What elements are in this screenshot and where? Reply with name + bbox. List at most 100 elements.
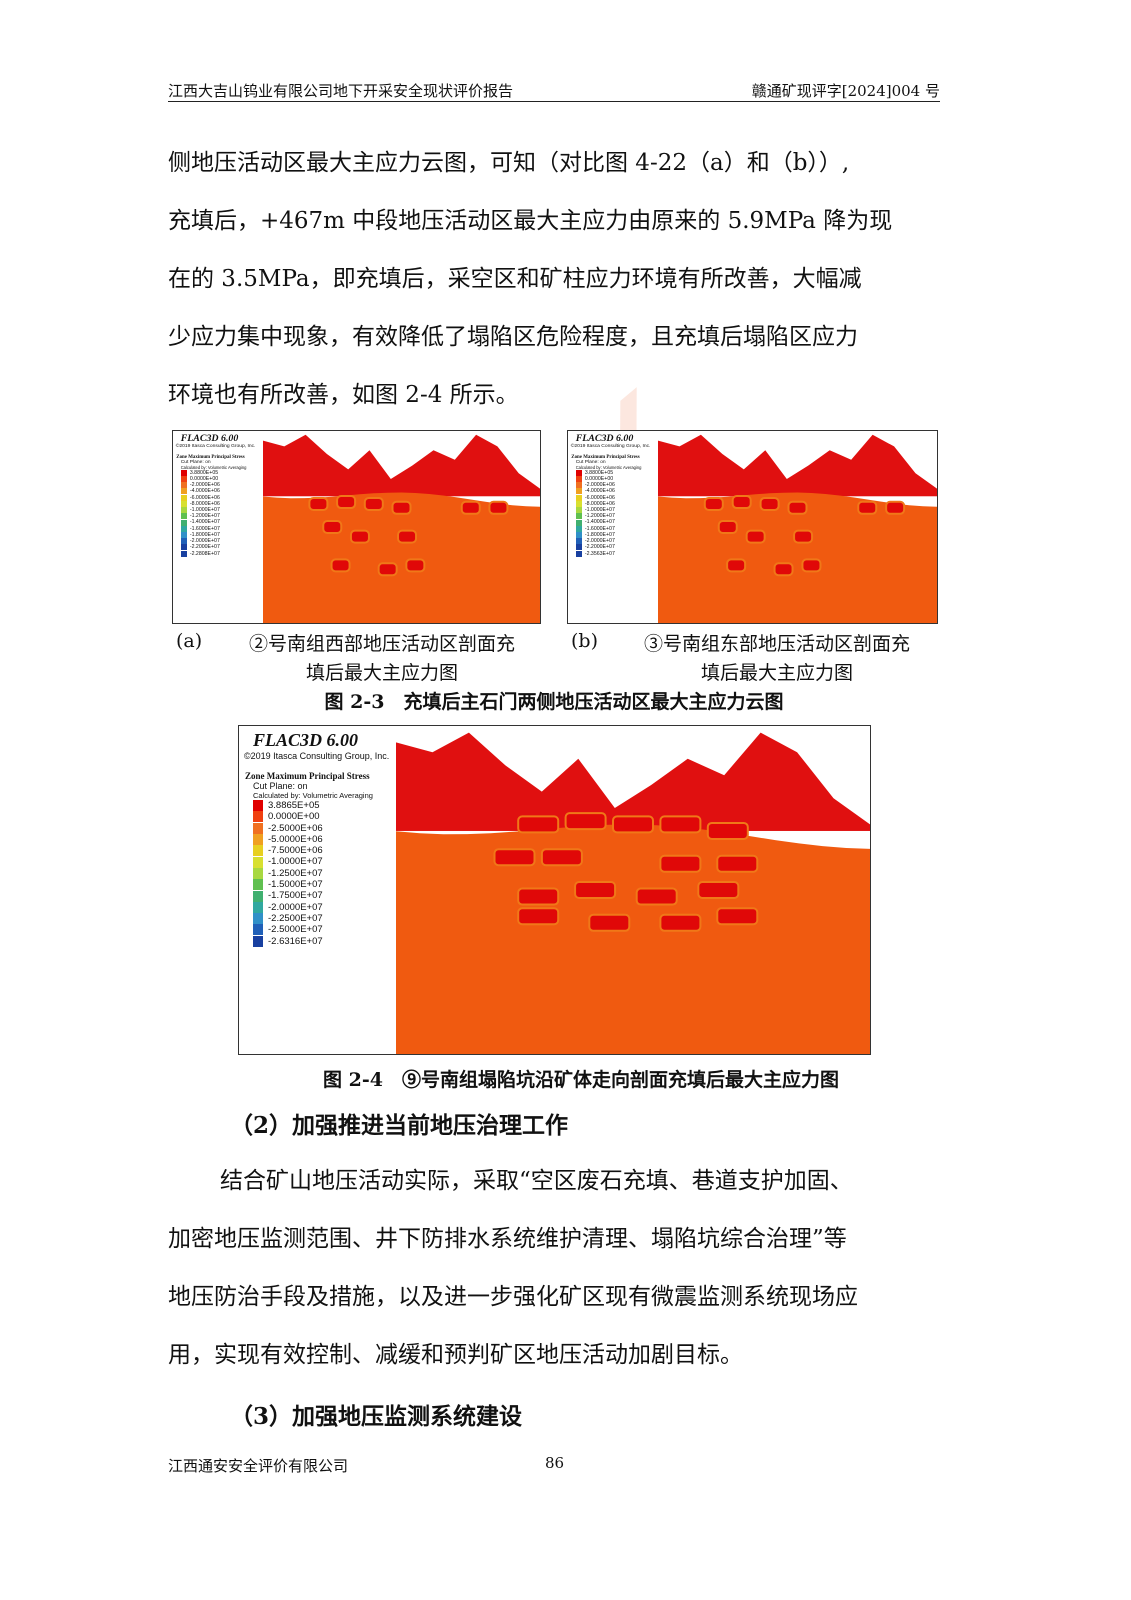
legend-value: -8.0000E+06 bbox=[584, 500, 615, 507]
legend-value: -2.0000E+06 bbox=[584, 482, 615, 489]
legend-value: -2.2500E+07 bbox=[268, 912, 323, 924]
legend-swatch bbox=[180, 550, 188, 557]
legend-panel: FLAC3D 6.00 ©2019 Itasca Consulting Grou… bbox=[568, 431, 659, 623]
copyright: ©2019 Itasca Consulting Group, Inc. bbox=[175, 444, 256, 450]
text-line: 用，实现有效控制、减缓和预判矿区地压活动加剧目标。 bbox=[168, 1342, 743, 1368]
header-title: 江西大吉山钨业有限公司地下开采安全现状评价报告 bbox=[168, 82, 514, 100]
legend-swatch bbox=[253, 834, 263, 846]
legend-value: -2.5000E+06 bbox=[268, 822, 323, 834]
software-title: FLAC3D 6.00 bbox=[180, 433, 239, 445]
legend-value: -1.0000E+07 bbox=[268, 856, 323, 868]
legend-swatch bbox=[180, 475, 188, 483]
stress-concentration-zone bbox=[726, 558, 747, 573]
stress-concentration-zone bbox=[493, 848, 536, 867]
legend-entry: -2.0000E+07 bbox=[180, 538, 263, 545]
stress-concentration-zone bbox=[716, 854, 759, 873]
legend-entry: -1.7500E+07 bbox=[253, 890, 396, 902]
text-line: 少应力集中现象，有效降低了塌陷区危险程度，且充填后塌陷区应力 bbox=[168, 324, 858, 350]
caption-line: 填后最大主应力图 bbox=[700, 662, 853, 684]
legend-swatch bbox=[180, 531, 188, 538]
legend-list: 3.8800E+05 0.0000E+00 -2.0000E+06 -4.0000E+… bbox=[180, 470, 263, 557]
legend-entry: -1.8000E+07 bbox=[180, 531, 263, 538]
legend-swatch bbox=[575, 538, 583, 545]
figure-2-3-caption: 图 2-3 充填后主石门两侧地压活动区最大主应力云图 bbox=[324, 691, 784, 713]
legend-entry: -1.6000E+07 bbox=[180, 525, 263, 532]
legend-value: -1.8000E+07 bbox=[584, 531, 615, 538]
legend-value: -5.0000E+06 bbox=[268, 833, 323, 845]
legend-value: -1.4000E+07 bbox=[189, 519, 220, 526]
legend-swatch bbox=[575, 469, 583, 476]
stress-concentration-zone bbox=[517, 815, 560, 834]
legend-value: -4.0000E+06 bbox=[584, 488, 615, 495]
stress-concentration-zone bbox=[659, 854, 702, 873]
calc-method: Calculated by: Volumetric Averaging bbox=[180, 464, 247, 470]
legend-swatch bbox=[253, 879, 263, 891]
legend-value: 0.0000E+00 bbox=[189, 475, 219, 482]
legend-value: -1.0000E+07 bbox=[584, 507, 615, 513]
software-title: FLAC3D 6.00 bbox=[253, 730, 359, 750]
legend-swatch bbox=[180, 494, 188, 501]
legend-swatch bbox=[253, 800, 263, 812]
terrain-sky bbox=[396, 726, 870, 825]
legend-entry: -2.2808E+07 bbox=[180, 550, 263, 557]
legend-value: -1.2000E+07 bbox=[189, 513, 220, 520]
legend-swatch bbox=[180, 513, 188, 520]
legend-value: -2.5000E+07 bbox=[268, 924, 323, 936]
legend-entry: 0.0000E+00 bbox=[575, 476, 658, 483]
legend-entry: 3.8800E+05 bbox=[180, 470, 263, 476]
plot-title: Zone Maximum Principal Stress bbox=[176, 454, 245, 460]
legend-swatch bbox=[180, 544, 188, 551]
legend-entry: -1.6000E+07 bbox=[575, 526, 658, 532]
plot-title: Zone Maximum Principal Stress bbox=[245, 771, 370, 781]
legend-value: -1.0000E+07 bbox=[189, 507, 220, 513]
stress-concentration-zone bbox=[540, 848, 583, 867]
stress-concentration-zone bbox=[717, 520, 738, 534]
text-line: 在的 3.5MPa，即充填后，采空区和矿柱应力环境有所改善，大幅减 bbox=[168, 266, 862, 292]
section-heading-3: （3）加强地压监测系统建设 bbox=[230, 1403, 523, 1430]
stress-concentration-zone bbox=[405, 558, 426, 573]
legend-entry: -2.3563E+07 bbox=[575, 551, 658, 557]
software-title: FLAC3D 6.00 bbox=[575, 433, 634, 445]
copyright: ©2019 Itasca Consulting Group, Inc. bbox=[570, 444, 651, 450]
stress-concentration-zone bbox=[857, 500, 878, 515]
legend-entry: -4.0000E+06 bbox=[575, 488, 658, 495]
legend-entry: 3.8800E+05 bbox=[575, 469, 658, 476]
cut-plane: Cut Plane: on bbox=[575, 459, 606, 465]
legend-swatch bbox=[253, 924, 263, 936]
text-line: 充填后，+467m 中段地压活动区最大主应力由原来的 5.9MPa 降为现 bbox=[168, 208, 893, 234]
stress-concentration-zone bbox=[391, 500, 412, 515]
legend-value: -2.0000E+07 bbox=[189, 538, 220, 545]
legend-entry: -1.0000E+07 bbox=[575, 507, 658, 514]
legend-entry: -1.4000E+07 bbox=[180, 519, 263, 526]
legend-swatch bbox=[180, 519, 188, 526]
stress-concentration-zone bbox=[716, 907, 759, 926]
section-heading-2: （2）加强推进当前地压治理工作 bbox=[230, 1112, 569, 1139]
legend-value: -1.8000E+07 bbox=[189, 531, 220, 538]
figure-b-caption: ③号南组东部地压活动区剖面充 填后最大主应力图 bbox=[617, 630, 937, 688]
stress-concentration-zone bbox=[703, 496, 724, 511]
legend-swatch bbox=[253, 845, 263, 857]
legend-entry: -2.2500E+07 bbox=[253, 912, 396, 925]
text-line: 结合矿山地压活动实际，采取“空区废石充填、巷道支护加固、 bbox=[220, 1168, 853, 1194]
legend-entry: -1.4000E+07 bbox=[575, 519, 658, 526]
legend-swatch bbox=[180, 500, 188, 507]
legend-entry: 3.8865E+05 bbox=[253, 800, 396, 812]
terrain-sky bbox=[263, 431, 540, 489]
legend-swatch bbox=[180, 482, 188, 489]
stress-concentration-zone bbox=[612, 815, 654, 834]
legend-value: -1.6000E+07 bbox=[189, 525, 220, 532]
contour-plot bbox=[263, 431, 540, 623]
legend-entry: -7.5000E+06 bbox=[253, 845, 396, 857]
legend-value: -2.0000E+06 bbox=[189, 482, 220, 489]
legend-swatch bbox=[253, 901, 263, 913]
legend-value: -1.2500E+07 bbox=[268, 867, 323, 879]
figure-b-stress-contour: FLAC3D 6.00 ©2019 Itasca Consulting Grou… bbox=[567, 430, 938, 624]
stress-concentration-zone bbox=[659, 913, 702, 932]
legend-value: -4.0000E+06 bbox=[189, 488, 220, 495]
legend-swatch bbox=[575, 531, 583, 538]
figure-a-caption: ②号南组西部地压活动区剖面充 填后最大主应力图 bbox=[222, 630, 542, 688]
stress-concentration-zone bbox=[574, 881, 617, 899]
header-rule bbox=[168, 101, 940, 102]
legend-list: 3.8865E+05 0.0000E+00 -2.5000E+06 -5.0000E+… bbox=[253, 800, 396, 947]
